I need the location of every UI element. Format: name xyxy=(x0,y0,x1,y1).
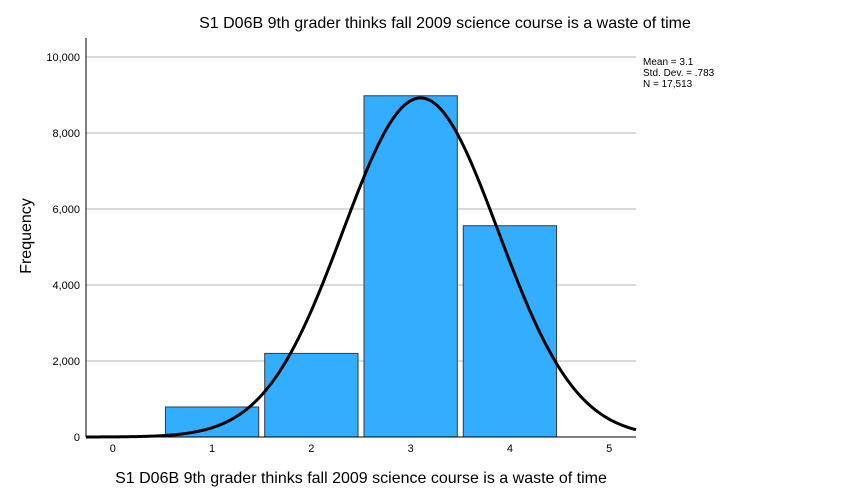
bar-3 xyxy=(363,95,458,438)
x-tick-labels: 0 1 2 3 4 5 xyxy=(110,443,613,455)
normal-curve xyxy=(85,96,637,439)
stat-line-0: Mean = 3.1 xyxy=(643,57,694,68)
x-axis-title: S1 D06B 9th grader thinks fall 2009 scie… xyxy=(115,470,607,487)
stat-line-2: N = 17,513 xyxy=(643,79,693,90)
y-axis-title: Frequency xyxy=(18,198,35,274)
y-tick-label: 2,000 xyxy=(52,356,80,368)
y-tick-labels: 0 2,000 4,000 6,000 8,000 10,000 xyxy=(46,52,80,444)
y-tick-label: 6,000 xyxy=(52,204,80,216)
y-tick-label: 8,000 xyxy=(52,128,80,140)
x-tick-label: 0 xyxy=(110,443,116,455)
x-tick-label: 4 xyxy=(507,443,513,455)
axes xyxy=(85,38,636,438)
bar-2 xyxy=(264,352,359,438)
chart-title: S1 D06B 9th grader thinks fall 2009 scie… xyxy=(199,15,691,32)
x-tick-label: 1 xyxy=(209,443,215,455)
x-tick-label: 3 xyxy=(408,443,414,455)
x-tick-label: 2 xyxy=(308,443,314,455)
y-tick-label: 4,000 xyxy=(52,280,80,292)
y-tick-label: 0 xyxy=(74,432,80,444)
y-tick-label: 10,000 xyxy=(46,52,80,64)
bars xyxy=(164,95,558,438)
stat-line-1: Std. Dev. = .783 xyxy=(643,68,715,79)
x-tick-label: 5 xyxy=(606,443,612,455)
bar-4 xyxy=(462,225,558,438)
